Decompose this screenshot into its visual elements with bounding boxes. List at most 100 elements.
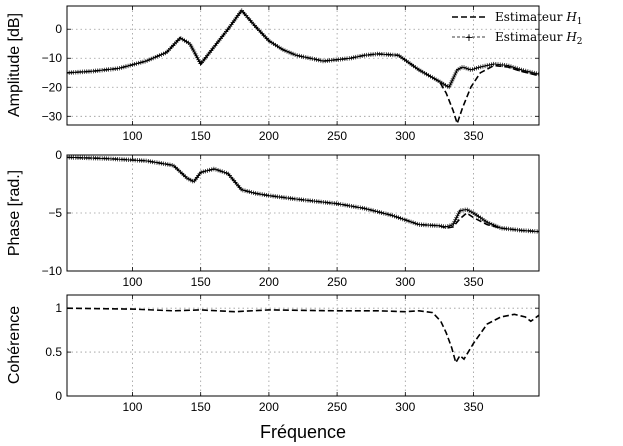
- series-h2-point: [445, 224, 450, 229]
- series-h2-point: [347, 203, 352, 209]
- series-h2-point: [402, 217, 408, 222]
- series-h2-point: [142, 59, 148, 64]
- x-tick-label: 350: [464, 129, 484, 143]
- series-h2-point: [527, 69, 533, 75]
- series-h2-point: [487, 62, 492, 68]
- series-h2-point: [150, 159, 155, 165]
- series-h2-point: [146, 158, 151, 164]
- series-h2-point: [353, 54, 358, 60]
- series-h2-point: [476, 65, 481, 70]
- series-h2-point: [416, 67, 422, 73]
- x-tick-label: 100: [122, 129, 142, 143]
- x-tick-label: 100: [122, 400, 142, 414]
- series-h2-point: [387, 212, 393, 218]
- series-h2-point: [188, 43, 194, 49]
- series-h2-point: [115, 66, 120, 71]
- series-h2-point: [452, 219, 457, 224]
- series-h2-point: [224, 170, 229, 176]
- series-h2-point: [134, 61, 139, 66]
- series-h2-point: [485, 63, 490, 68]
- series-h2-point: [186, 176, 192, 182]
- panel-1: 100 150 200 250 300 350 0 −10 −20 −30 Amplitude [d…: [6, 5, 540, 143]
- series-h2-point: [447, 223, 453, 228]
- series-h2-point: [169, 162, 175, 168]
- series-h2-point: [299, 54, 304, 59]
- series-h2-point: [435, 78, 441, 83]
- series-h2-point: [455, 213, 460, 218]
- y-tick-label: 1: [55, 301, 62, 315]
- series-h2-point: [489, 222, 495, 227]
- series-h2-point: [457, 66, 463, 71]
- series-h2-point: [453, 70, 458, 76]
- series-h2-point: [294, 53, 300, 58]
- x-tick-label: 150: [191, 275, 211, 289]
- series-h2-point: [338, 202, 343, 207]
- series-group: [67, 307, 539, 365]
- series-h2-line: [67, 9, 539, 88]
- series-h2-point: [449, 78, 455, 84]
- series-h2-point: [472, 66, 477, 71]
- series-h2-point: [284, 49, 290, 54]
- series-h2-point: [138, 60, 144, 65]
- x-tick-label: 300: [395, 129, 415, 143]
- x-tick-label: 300: [395, 400, 415, 414]
- series-h2-point: [428, 74, 433, 79]
- series-h2-line: [67, 156, 539, 232]
- series-h2-point: [534, 71, 539, 76]
- series-h2-point: [278, 46, 284, 51]
- series-h2-point: [532, 70, 537, 76]
- panel-2: 100 150 200 250 300 350 0 −5 −10 Phase [rad.]: [6, 148, 540, 289]
- series-h2-point: [360, 205, 365, 211]
- series-h2-point: [288, 50, 294, 56]
- series-h2-point: [362, 206, 367, 211]
- series-h2-point: [247, 189, 252, 194]
- series-h2-point: [426, 73, 431, 78]
- y-axis-label: Amplitude [dB]: [6, 13, 23, 117]
- series-h2-point: [410, 220, 416, 225]
- series-h2-point: [517, 67, 522, 72]
- series-h2-point: [193, 51, 198, 57]
- series-h2-point: [188, 177, 193, 183]
- series-h2-point: [125, 63, 131, 69]
- series-h2-point: [282, 48, 288, 53]
- series-h2-point: [395, 53, 400, 58]
- series-h2-point: [493, 223, 499, 229]
- series-h2-point: [470, 67, 475, 72]
- series-h2-point: [286, 50, 292, 55]
- series-h2-point: [159, 52, 164, 57]
- x-tick-label: 350: [464, 400, 484, 414]
- series-h2-point: [187, 42, 193, 47]
- y-tick-label: 0: [55, 148, 62, 162]
- x-tick-label: 150: [191, 129, 211, 143]
- series-h2-point: [336, 201, 341, 207]
- series-h2-point: [222, 170, 227, 175]
- series-h2-point: [189, 45, 195, 51]
- x-tick-label: 250: [327, 400, 347, 414]
- series-h2-point: [358, 205, 363, 210]
- series-group: [67, 8, 539, 125]
- series-h1-line: [67, 307, 539, 365]
- series-h2-point: [400, 216, 405, 222]
- series-h2-point: [201, 169, 206, 174]
- series-h2-point: [146, 57, 152, 62]
- series-h2-point: [340, 202, 346, 207]
- series-h2-point: [408, 219, 414, 225]
- series-h2-point: [196, 57, 201, 62]
- series-h2-point: [290, 51, 296, 57]
- series-h2-point: [406, 218, 412, 224]
- series-h2-point: [430, 75, 435, 80]
- series-h2-point: [220, 169, 225, 174]
- series-h2-point: [161, 161, 166, 166]
- axes-frame: [66, 294, 540, 397]
- y-axis-label: Cohérence: [6, 306, 23, 384]
- series-h2-point: [529, 70, 535, 75]
- series-h2-point: [198, 170, 204, 175]
- legend: Estimateur H1 + Estimateur H2: [452, 10, 583, 47]
- series-h2-point: [190, 47, 196, 53]
- series-h2-point: [297, 53, 302, 59]
- series-h2-point: [404, 218, 410, 223]
- x-tick-label: 150: [191, 400, 211, 414]
- series-h2-point: [512, 65, 518, 71]
- series-h2-point: [165, 162, 171, 167]
